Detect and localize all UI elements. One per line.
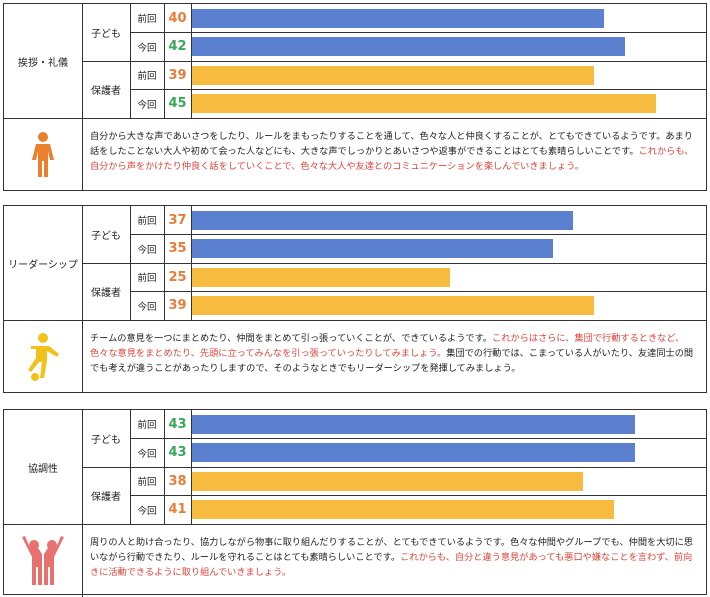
comment-red: これからはさらに、集団で行動するときなど、色々な意見をまとめたり、先頭に立ってみ… [90,333,685,359]
value-label: 42 [164,32,192,61]
row-divider [130,438,706,439]
comment-black: 自分から大きな声であいさつをしたり、ルールをまもったりすることを通して、色々な人… [90,131,693,157]
value-label: 40 [164,4,192,32]
row-label-prev: 前回 [130,467,165,495]
row-label-cur: 今回 [130,438,165,467]
bar-guardian-prev [192,66,594,85]
comment-black: 周りの人と助け合ったり、協力しながら物事に取り組んだりすることが、とてもできてい… [90,537,693,563]
kicking-person-icon [4,321,83,393]
row-label-cur: 今回 [130,89,165,118]
row-label-prev: 前回 [130,61,165,89]
group-label-child: 子ども [82,410,131,468]
row-label-cur: 今回 [130,32,165,61]
group-label-guardian: 保護者 [82,61,131,118]
category-title: リーダーシップ [4,206,83,320]
standing-person-icon [4,119,83,191]
row-divider [130,89,706,90]
row-divider [130,61,706,62]
comment-red: これからも、自分と違う意見があっても悪口や嫌なことを言わず、前向きに活動できるよ… [90,552,693,578]
comment-row: 自分から大きな声であいさつをしたり、ルールをまもったりすることを通して、色々な人… [4,118,706,191]
row-divider [130,495,706,496]
row-label-prev: 前回 [130,263,165,291]
value-label: 43 [164,438,192,467]
group-label-guardian: 保護者 [82,263,131,320]
comment-row: 周りの人と助け合ったり、協力しながら物事に取り組んだりすることが、とてもできてい… [4,524,706,597]
bar-child-prev [192,9,604,28]
bar-child-cur [192,443,635,462]
comment-black: チームの意見を一つにまとめたり、仲間をまとめて引っ張っていくことが、できているよ… [90,333,493,344]
section-greeting: 挨拶・礼儀 子ども 保護者 前回 今回 前回 今回 40 42 39 45 自分… [3,3,707,191]
section-cooperation: 協調性 子ども 保護者 前回 今回 前回 今回 43 43 38 41 周りの人… [3,409,707,597]
bar-child-cur [192,239,553,258]
comment-red: これからも、自分から声をかけたり仲良く話をしていくことで、色々な大人や友達とのコ… [90,146,694,172]
row-divider [130,291,706,292]
group-label-child: 子ども [82,206,131,264]
row-label-cur: 今回 [130,495,165,524]
row-label-prev: 前回 [130,410,165,438]
comment-text: チームの意見を一つにまとめたり、仲間をまとめて引っ張っていくことが、できているよ… [90,331,700,376]
cheering-pair-icon [4,525,83,597]
value-label: 37 [164,206,192,234]
row-label-prev: 前回 [130,4,165,32]
bar-guardian-cur [192,500,614,519]
bar-guardian-cur [192,296,594,315]
row-divider [130,467,706,468]
value-label: 38 [164,467,192,495]
value-label: 39 [164,291,192,320]
value-label: 35 [164,234,192,263]
bar-guardian-prev [192,472,583,491]
bar-child-prev [192,211,573,230]
comment-text: 自分から大きな声であいさつをしたり、ルールをまもったりすることを通して、色々な人… [90,129,700,174]
row-label-cur: 今回 [130,291,165,320]
value-label: 25 [164,263,192,291]
value-label: 45 [164,89,192,118]
bar-child-prev [192,415,635,434]
comment-black-2: 集団での行動では、こまっている人がいたり、友達同士の間でも考えが違うことがあった… [90,348,694,374]
bar-guardian-cur [192,94,656,113]
value-label: 43 [164,410,192,438]
bar-child-cur [192,37,625,56]
row-divider [130,263,706,264]
row-label-prev: 前回 [130,206,165,234]
row-divider [130,32,706,33]
value-label: 41 [164,495,192,524]
bar-guardian-prev [192,268,450,287]
comment-row: チームの意見を一つにまとめたり、仲間をまとめて引っ張っていくことが、できているよ… [4,320,706,393]
comment-text: 周りの人と助け合ったり、協力しながら物事に取り組んだりすることが、とてもできてい… [90,535,700,580]
value-label: 39 [164,61,192,89]
row-divider [130,234,706,235]
category-title: 協調性 [4,410,83,524]
row-label-cur: 今回 [130,234,165,263]
group-label-guardian: 保護者 [82,467,131,524]
group-label-child: 子ども [82,4,131,62]
category-title: 挨拶・礼儀 [4,4,83,118]
section-leadership: リーダーシップ 子ども 保護者 前回 今回 前回 今回 37 35 25 39 … [3,205,707,393]
